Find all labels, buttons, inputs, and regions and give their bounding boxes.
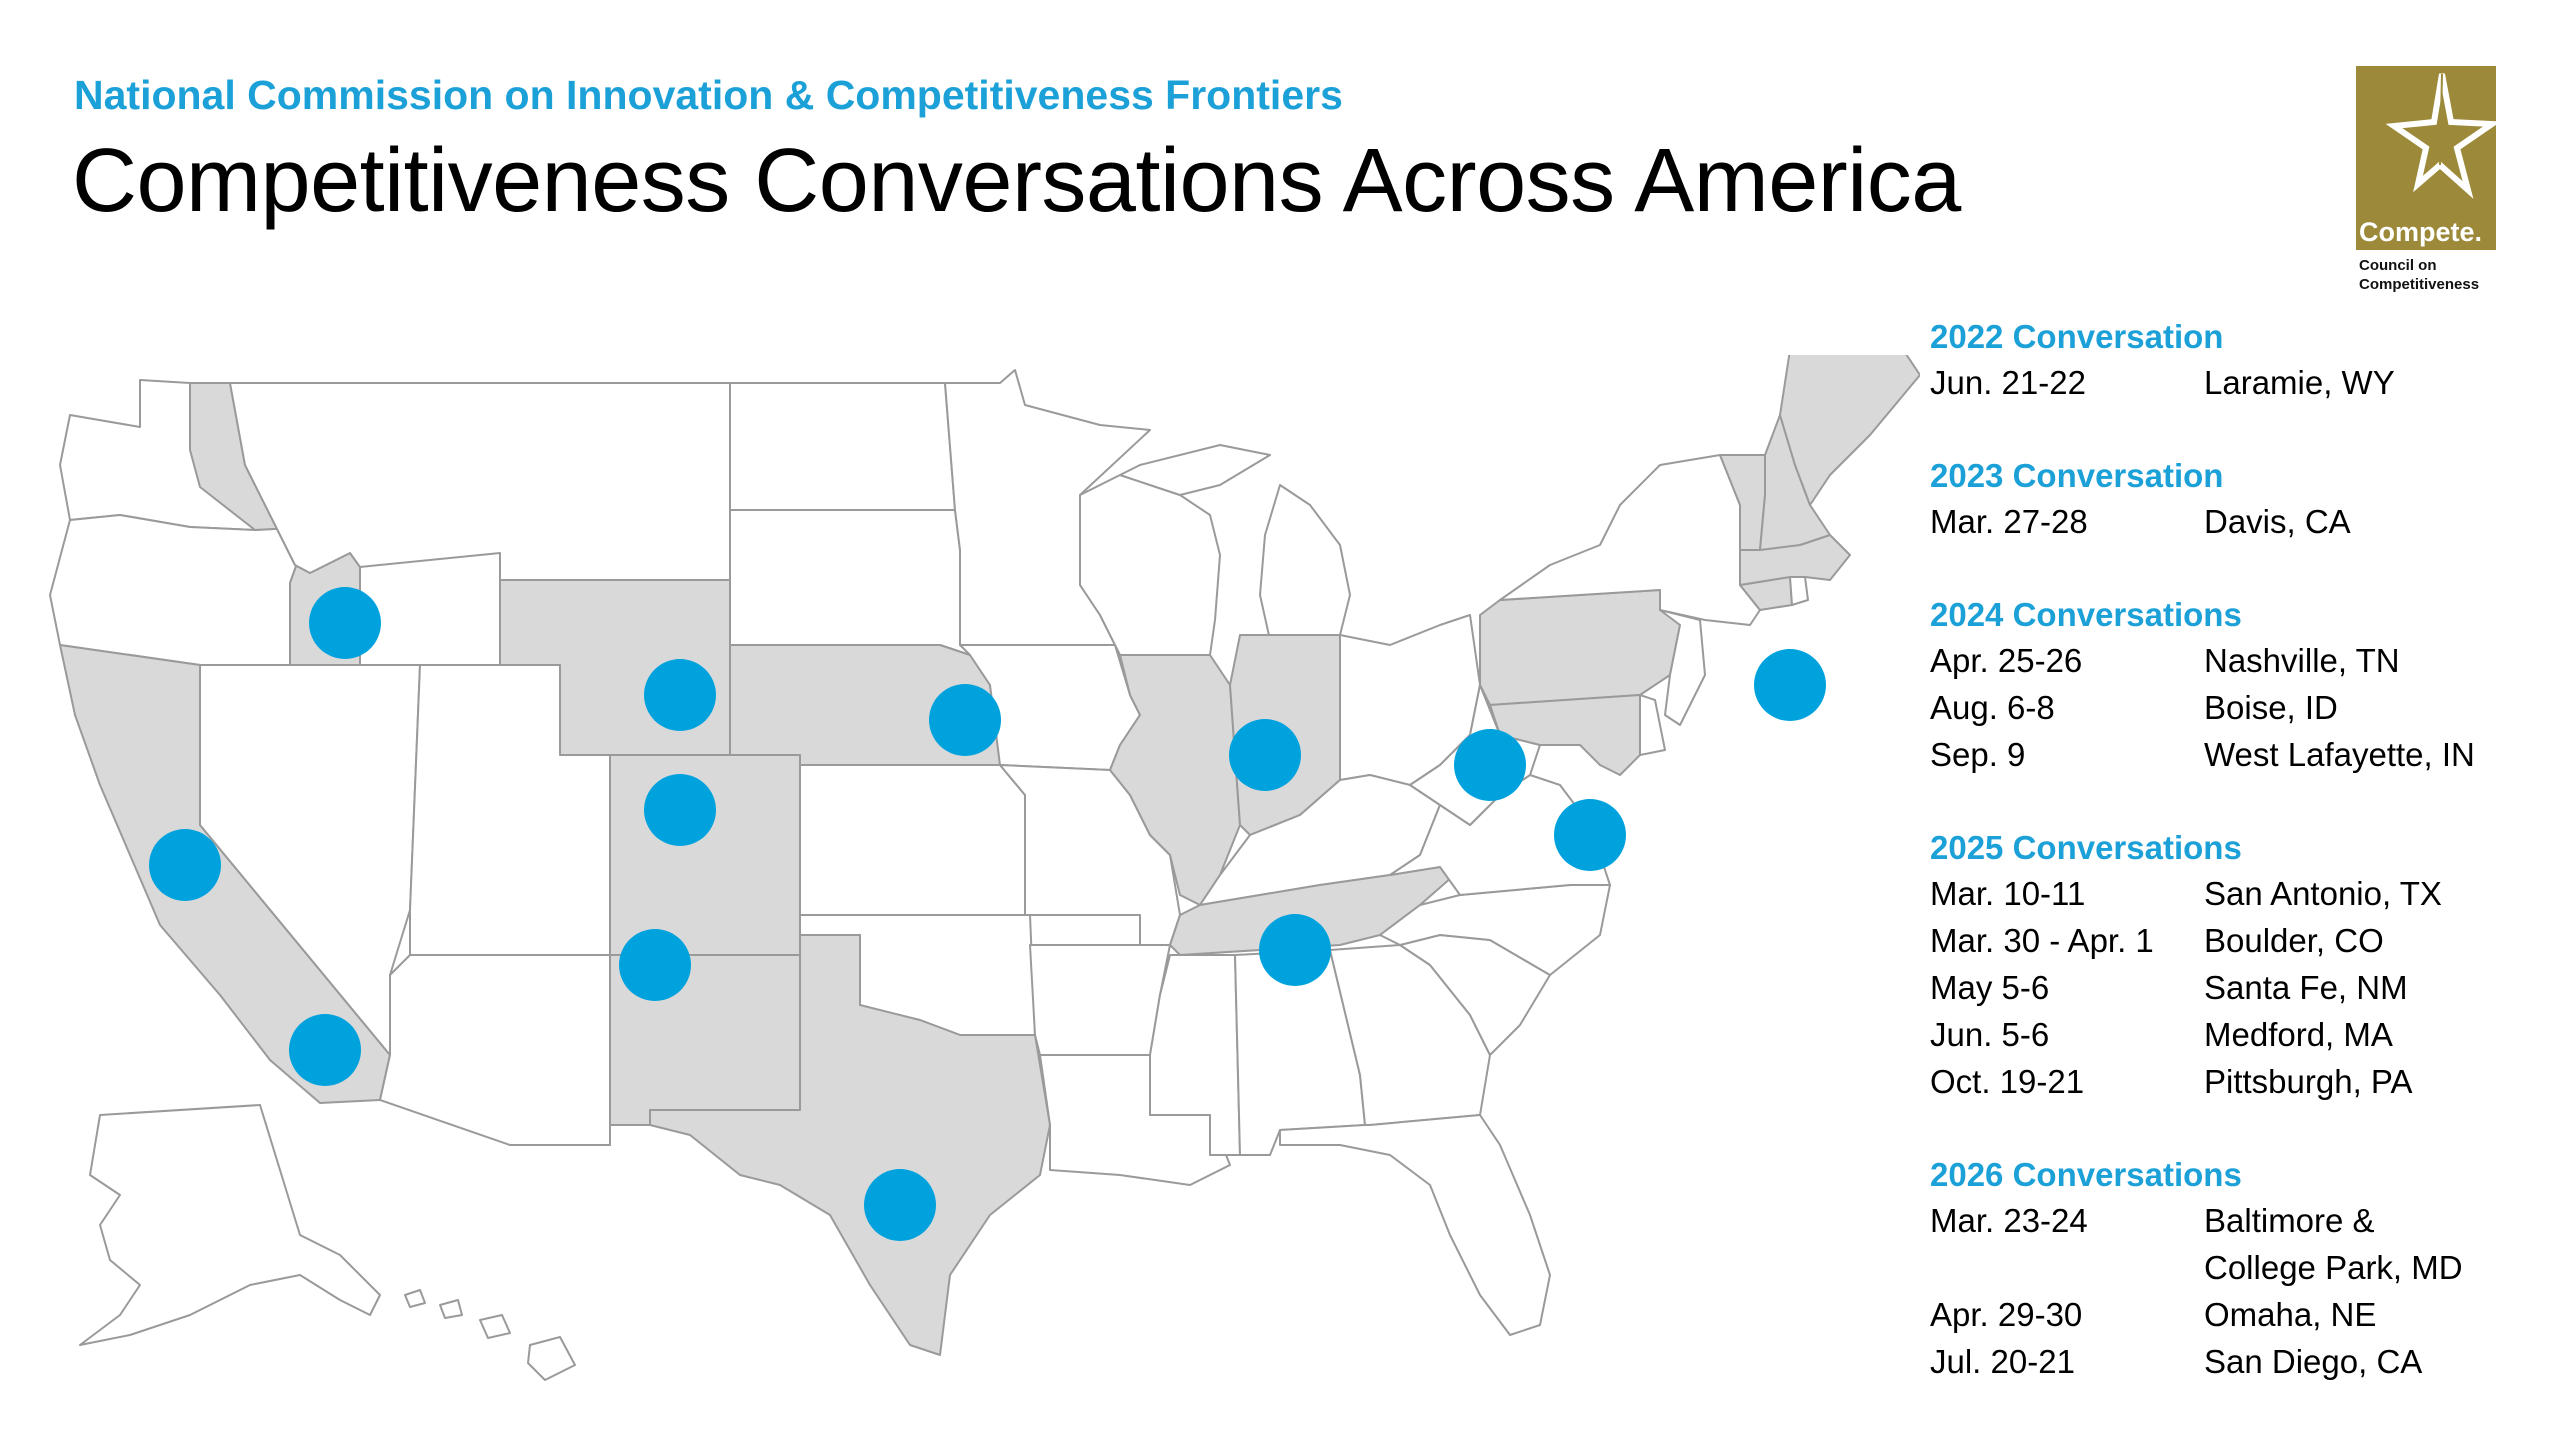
schedule-group: 2022 Conversation Jun. 21-22 Laramie, WY [1930,315,2550,406]
event-location: Laramie, WY [2204,364,2395,401]
event-date: Aug. 6-8 [1930,689,2055,726]
compete-logo: Compete. Council on Competitiveness [2356,66,2508,294]
event-location: Medford, MA [2204,1016,2393,1053]
event-date: May 5-6 [1930,969,2050,1006]
schedule-group-heading: 2022 Conversation [1930,318,2224,355]
schedule-row: Jun. 21-22 Laramie, WY [1930,359,2550,406]
state-south-dakota [729,509,971,656]
event-date: Mar. 23-24 [1930,1202,2088,1239]
event-location: College Park, MD [2204,1249,2463,1286]
event-location: Pittsburgh, PA [2204,1063,2413,1100]
map-marker-nashville-tn [1259,914,1331,986]
event-date: Jun. 5-6 [1930,1016,2050,1053]
state-texas [649,934,1051,1356]
state-montana [229,382,731,581]
state-arkansas [1029,944,1171,1056]
state-north-dakota [729,382,956,511]
page-title: Competitiveness Conversations Across Ame… [72,131,1961,231]
commission-subtitle: National Commission on Innovation & Comp… [74,72,1343,118]
schedule-group-heading: 2026 Conversations [1930,1156,2242,1193]
schedule-row: Jul. 20-21 San Diego, CA [1930,1338,2550,1385]
schedule-row: Mar. 23-24 Baltimore & [1930,1197,2550,1244]
logo-org-line1: Council on [2359,257,2437,274]
schedule-group: 2025 Conversations Mar. 10-11 San Antonio,… [1930,826,2550,1105]
logo-org-line2: Competitiveness [2359,276,2480,293]
star-icon [2385,73,2502,199]
schedule-row: Apr. 25-26 Nashville, TN [1930,637,2550,684]
state-delaware [1639,694,1666,756]
schedule-row: Mar. 30 - Apr. 1 Boulder, CO [1930,917,2550,964]
map-marker-pittsburgh-pa [1454,729,1526,801]
map-marker-west-lafayette-in [1229,719,1301,791]
us-map [49,355,1920,1381]
state-rhode-island [1789,576,1809,606]
event-location: Boulder, CO [2204,922,2384,959]
event-location: Baltimore & [2204,1202,2375,1239]
state-alaska [79,1104,381,1346]
logo-org-name: Council on Competitiveness [2359,256,2508,294]
event-date: Mar. 10-11 [1930,875,2086,912]
map-marker-omaha-ne [929,684,1001,756]
map-marker-boulder-co [644,774,716,846]
schedule-row: Mar. 10-11 San Antonio, TX [1930,870,2550,917]
event-date: Apr. 25-26 [1930,642,2083,679]
event-date: Jun. 21-22 [1930,364,2086,401]
map-marker-laramie-wy [644,659,716,731]
schedule-group: 2024 Conversations Apr. 25-26 Nashville, T… [1930,593,2550,778]
schedule-row: Oct. 19-21 Pittsburgh, PA [1930,1058,2550,1105]
event-date: Mar. 30 - Apr. 1 [1930,922,2154,959]
event-date: Sep. 9 [1930,736,2026,773]
event-location: Santa Fe, NM [2204,969,2408,1006]
map-marker-santa-fe-nm [619,929,691,1001]
map-marker-medford-ma [1754,649,1826,721]
schedule-row: Jun. 5-6 Medford, MA [1930,1011,2550,1058]
event-location: Nashville, TN [2204,642,2400,679]
logo-badge: Compete. [2356,66,2502,250]
event-date: Oct. 19-21 [1930,1063,2085,1100]
event-location: San Antonio, TX [2204,875,2442,912]
map-marker-san-antonio-tx [864,1169,936,1241]
schedule-group-heading: 2024 Conversations [1930,596,2242,633]
event-date: Jul. 20-21 [1930,1343,2075,1380]
logo-wordmark: Compete. [2359,217,2483,247]
schedule-row: Sep. 9 West Lafayette, IN [1930,731,2550,778]
schedule-row: College Park, MD [1930,1244,2550,1291]
state-florida [1279,1114,1551,1336]
state-maine [1779,355,1920,506]
state-oregon [49,514,311,666]
schedule-row: Aug. 6-8 Boise, ID [1930,684,2550,731]
conversation-schedule: 2022 Conversation Jun. 21-22 Laramie, WY 20… [1930,315,2550,1433]
schedule-group-heading: 2025 Conversations [1930,829,2242,866]
schedule-group-heading: 2023 Conversation [1930,457,2224,494]
state-north-carolina [1379,884,1611,976]
state-pennsylvania [1479,589,1681,706]
map-marker-baltimore-college-park-md [1554,799,1626,871]
schedule-row: May 5-6 Santa Fe, NM [1930,964,2550,1011]
schedule-row: Mar. 27-28 Davis, CA [1930,498,2550,545]
event-location: West Lafayette, IN [2204,736,2475,773]
map-marker-boise-id [309,587,381,659]
event-date: Mar. 27-28 [1930,503,2088,540]
schedule-group: 2026 Conversations Mar. 23-24 Baltimore & C… [1930,1153,2550,1385]
state-new-jersey [1659,609,1706,726]
schedule-row: Apr. 29-30 Omaha, NE [1930,1291,2550,1338]
event-date [1930,1244,2204,1291]
event-location: Davis, CA [2204,503,2351,540]
map-marker-san-diego-ca [289,1014,361,1086]
state-hawaii [404,1289,576,1381]
event-date: Apr. 29-30 [1930,1296,2083,1333]
event-location: San Diego, CA [2204,1343,2423,1380]
event-location: Omaha, NE [2204,1296,2377,1333]
map-marker-davis-ca [149,829,221,901]
schedule-group: 2023 Conversation Mar. 27-28 Davis, CA [1930,454,2550,545]
event-location: Boise, ID [2204,689,2338,726]
state-arizona [379,954,611,1146]
state-kansas [799,764,1026,916]
